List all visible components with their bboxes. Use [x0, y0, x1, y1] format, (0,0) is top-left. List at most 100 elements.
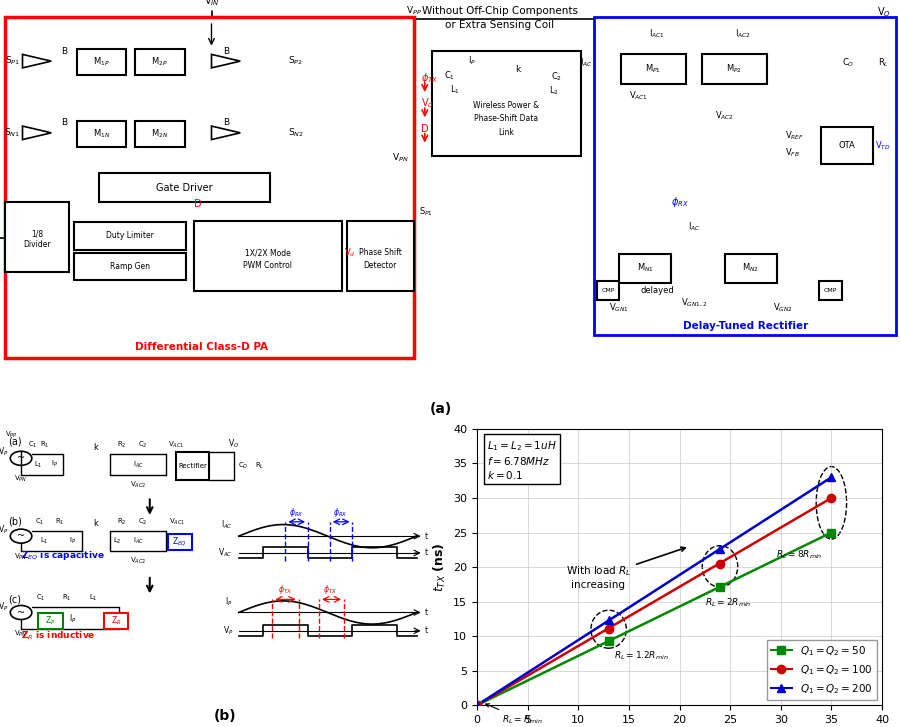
Text: Divider: Divider [23, 240, 50, 249]
Text: k: k [515, 65, 520, 74]
Text: V$_{PN}$: V$_{PN}$ [14, 474, 28, 484]
Text: I$_P$: I$_P$ [68, 537, 76, 547]
Bar [39, 613, 63, 629]
Bar [76, 49, 126, 75]
Bar [619, 254, 671, 283]
Text: t: t [425, 548, 428, 558]
Text: Z$_R$ is inductive: Z$_R$ is inductive [21, 630, 95, 642]
Text: 1X/2X Mode: 1X/2X Mode [245, 249, 291, 257]
Text: R$_2$: R$_2$ [117, 440, 127, 450]
Text: Without Off-Chip Components: Without Off-Chip Components [421, 6, 578, 15]
Bar [597, 281, 619, 300]
Text: V$_{AC2}$: V$_{AC2}$ [130, 480, 146, 490]
Bar [821, 127, 873, 164]
Text: $\phi_{RX}$: $\phi_{RX}$ [670, 196, 688, 209]
Text: V$_{AC1}$: V$_{AC1}$ [629, 90, 649, 103]
Text: R$_1$: R$_1$ [62, 593, 71, 603]
Bar [4, 202, 69, 272]
Text: delayed: delayed [640, 286, 674, 294]
Text: R$_1$: R$_1$ [55, 517, 65, 527]
Text: I$_{AC}$: I$_{AC}$ [132, 537, 143, 547]
Bar [724, 254, 777, 283]
Text: D: D [421, 124, 428, 134]
Text: k: k [94, 520, 98, 529]
Text: V$_{IN}$: V$_{IN}$ [203, 0, 220, 7]
Bar [346, 221, 414, 291]
Text: B: B [223, 119, 229, 127]
Text: R$_1$: R$_1$ [40, 440, 50, 450]
Text: $\phi_{TX}$: $\phi_{TX}$ [421, 71, 438, 85]
Text: M$_{2P}$: M$_{2P}$ [151, 56, 168, 68]
Bar [74, 253, 186, 281]
Text: (b): (b) [8, 517, 22, 527]
Text: $\phi_{RX}$: $\phi_{RX}$ [289, 506, 303, 519]
Text: C$_1$: C$_1$ [28, 440, 38, 450]
Text: k: k [94, 443, 98, 452]
Text: L$_1$: L$_1$ [40, 537, 49, 547]
Text: M$_{1N}$: M$_{1N}$ [93, 127, 110, 140]
Bar [194, 221, 342, 291]
Bar [432, 51, 580, 156]
Text: L$_1$: L$_1$ [34, 460, 42, 470]
Text: Differential Class-D PA: Differential Class-D PA [135, 342, 268, 352]
Text: L$_2$: L$_2$ [112, 537, 122, 547]
Text: V$_{PN}$: V$_{PN}$ [14, 552, 28, 562]
Text: Delay-Tuned Rectifier: Delay-Tuned Rectifier [682, 321, 808, 331]
Text: or Extra Sensing Coil: or Extra Sensing Coil [445, 20, 554, 31]
Text: R$_L$: R$_L$ [255, 461, 265, 471]
Text: Phase-Shift Data: Phase-Shift Data [474, 114, 538, 124]
Text: (b): (b) [213, 710, 236, 723]
Text: V$_{TD}$: V$_{TD}$ [875, 140, 890, 152]
Text: (c): (c) [8, 595, 22, 604]
Text: I$_P$: I$_P$ [226, 595, 233, 608]
Bar [76, 121, 126, 147]
Text: V$_P$: V$_P$ [0, 446, 8, 459]
Text: C$_1$: C$_1$ [445, 70, 455, 82]
Text: Z$_P$: Z$_P$ [45, 614, 56, 627]
Text: V$_{GN1}$: V$_{GN1}$ [609, 302, 629, 314]
Text: R$_2$: R$_2$ [117, 517, 127, 527]
Text: S$_{P1}$: S$_{P1}$ [4, 55, 20, 68]
Text: ~: ~ [17, 454, 25, 463]
Bar [4, 17, 414, 358]
Bar [135, 121, 184, 147]
Text: C$_1$: C$_1$ [36, 593, 46, 603]
Text: I$_{AC}$: I$_{AC}$ [580, 57, 593, 70]
Text: $\phi_{RX}$: $\phi_{RX}$ [333, 506, 347, 519]
Text: R$_L$: R$_L$ [878, 57, 889, 70]
Bar [594, 17, 896, 335]
Bar [135, 49, 184, 75]
Text: $R_L=R_{min}$: $R_L=R_{min}$ [486, 704, 543, 726]
Text: t: t [425, 531, 428, 541]
Text: I$_{AC}$: I$_{AC}$ [132, 460, 143, 470]
Text: L$_1$: L$_1$ [450, 83, 459, 96]
Text: V$_{PP}$: V$_{PP}$ [5, 430, 18, 440]
Text: M$_{N2}$: M$_{N2}$ [742, 262, 759, 274]
Text: Rectifier: Rectifier [178, 463, 207, 469]
Text: V$_O$: V$_O$ [229, 437, 239, 450]
Text: V$_O$: V$_O$ [877, 5, 891, 19]
Text: V$_{AC}$: V$_{AC}$ [219, 547, 233, 559]
Text: Ramp Gen: Ramp Gen [110, 262, 150, 271]
Text: $\phi_{TX}$: $\phi_{TX}$ [277, 583, 292, 596]
Text: Z$_{EQ}$ is capacitive: Z$_{EQ}$ is capacitive [21, 549, 105, 562]
Text: I$_{AC}$: I$_{AC}$ [688, 220, 701, 233]
Text: $R_L=1.2R_{min}$: $R_L=1.2R_{min}$ [614, 649, 669, 662]
Text: 1/8: 1/8 [31, 230, 43, 238]
Text: $R_L=8R_{min}$: $R_L=8R_{min}$ [776, 548, 823, 561]
Text: $L_1=L_2=1uH$
$f=6.78MHz$
$k=0.1$: $L_1=L_2=1uH$ $f=6.78MHz$ $k=0.1$ [487, 439, 557, 481]
Text: I$_P$: I$_P$ [68, 612, 76, 624]
Text: C$_2$: C$_2$ [138, 440, 148, 450]
Bar [176, 452, 209, 480]
Text: Detector: Detector [364, 261, 397, 270]
Text: Duty Limiter: Duty Limiter [106, 231, 154, 240]
Text: I$_{AC}$: I$_{AC}$ [221, 518, 233, 531]
Text: V$_{AC1}$: V$_{AC1}$ [169, 517, 185, 527]
Bar [819, 281, 842, 300]
Text: M$_{2N}$: M$_{2N}$ [151, 127, 168, 140]
Text: S$_{P1}$: S$_{P1}$ [418, 206, 433, 218]
Text: V$_{AC2}$: V$_{AC2}$ [715, 110, 734, 122]
Text: V$_{AC1}$: V$_{AC1}$ [168, 440, 184, 450]
Text: I$_{AC2}$: I$_{AC2}$ [734, 28, 751, 40]
Bar [74, 222, 186, 249]
